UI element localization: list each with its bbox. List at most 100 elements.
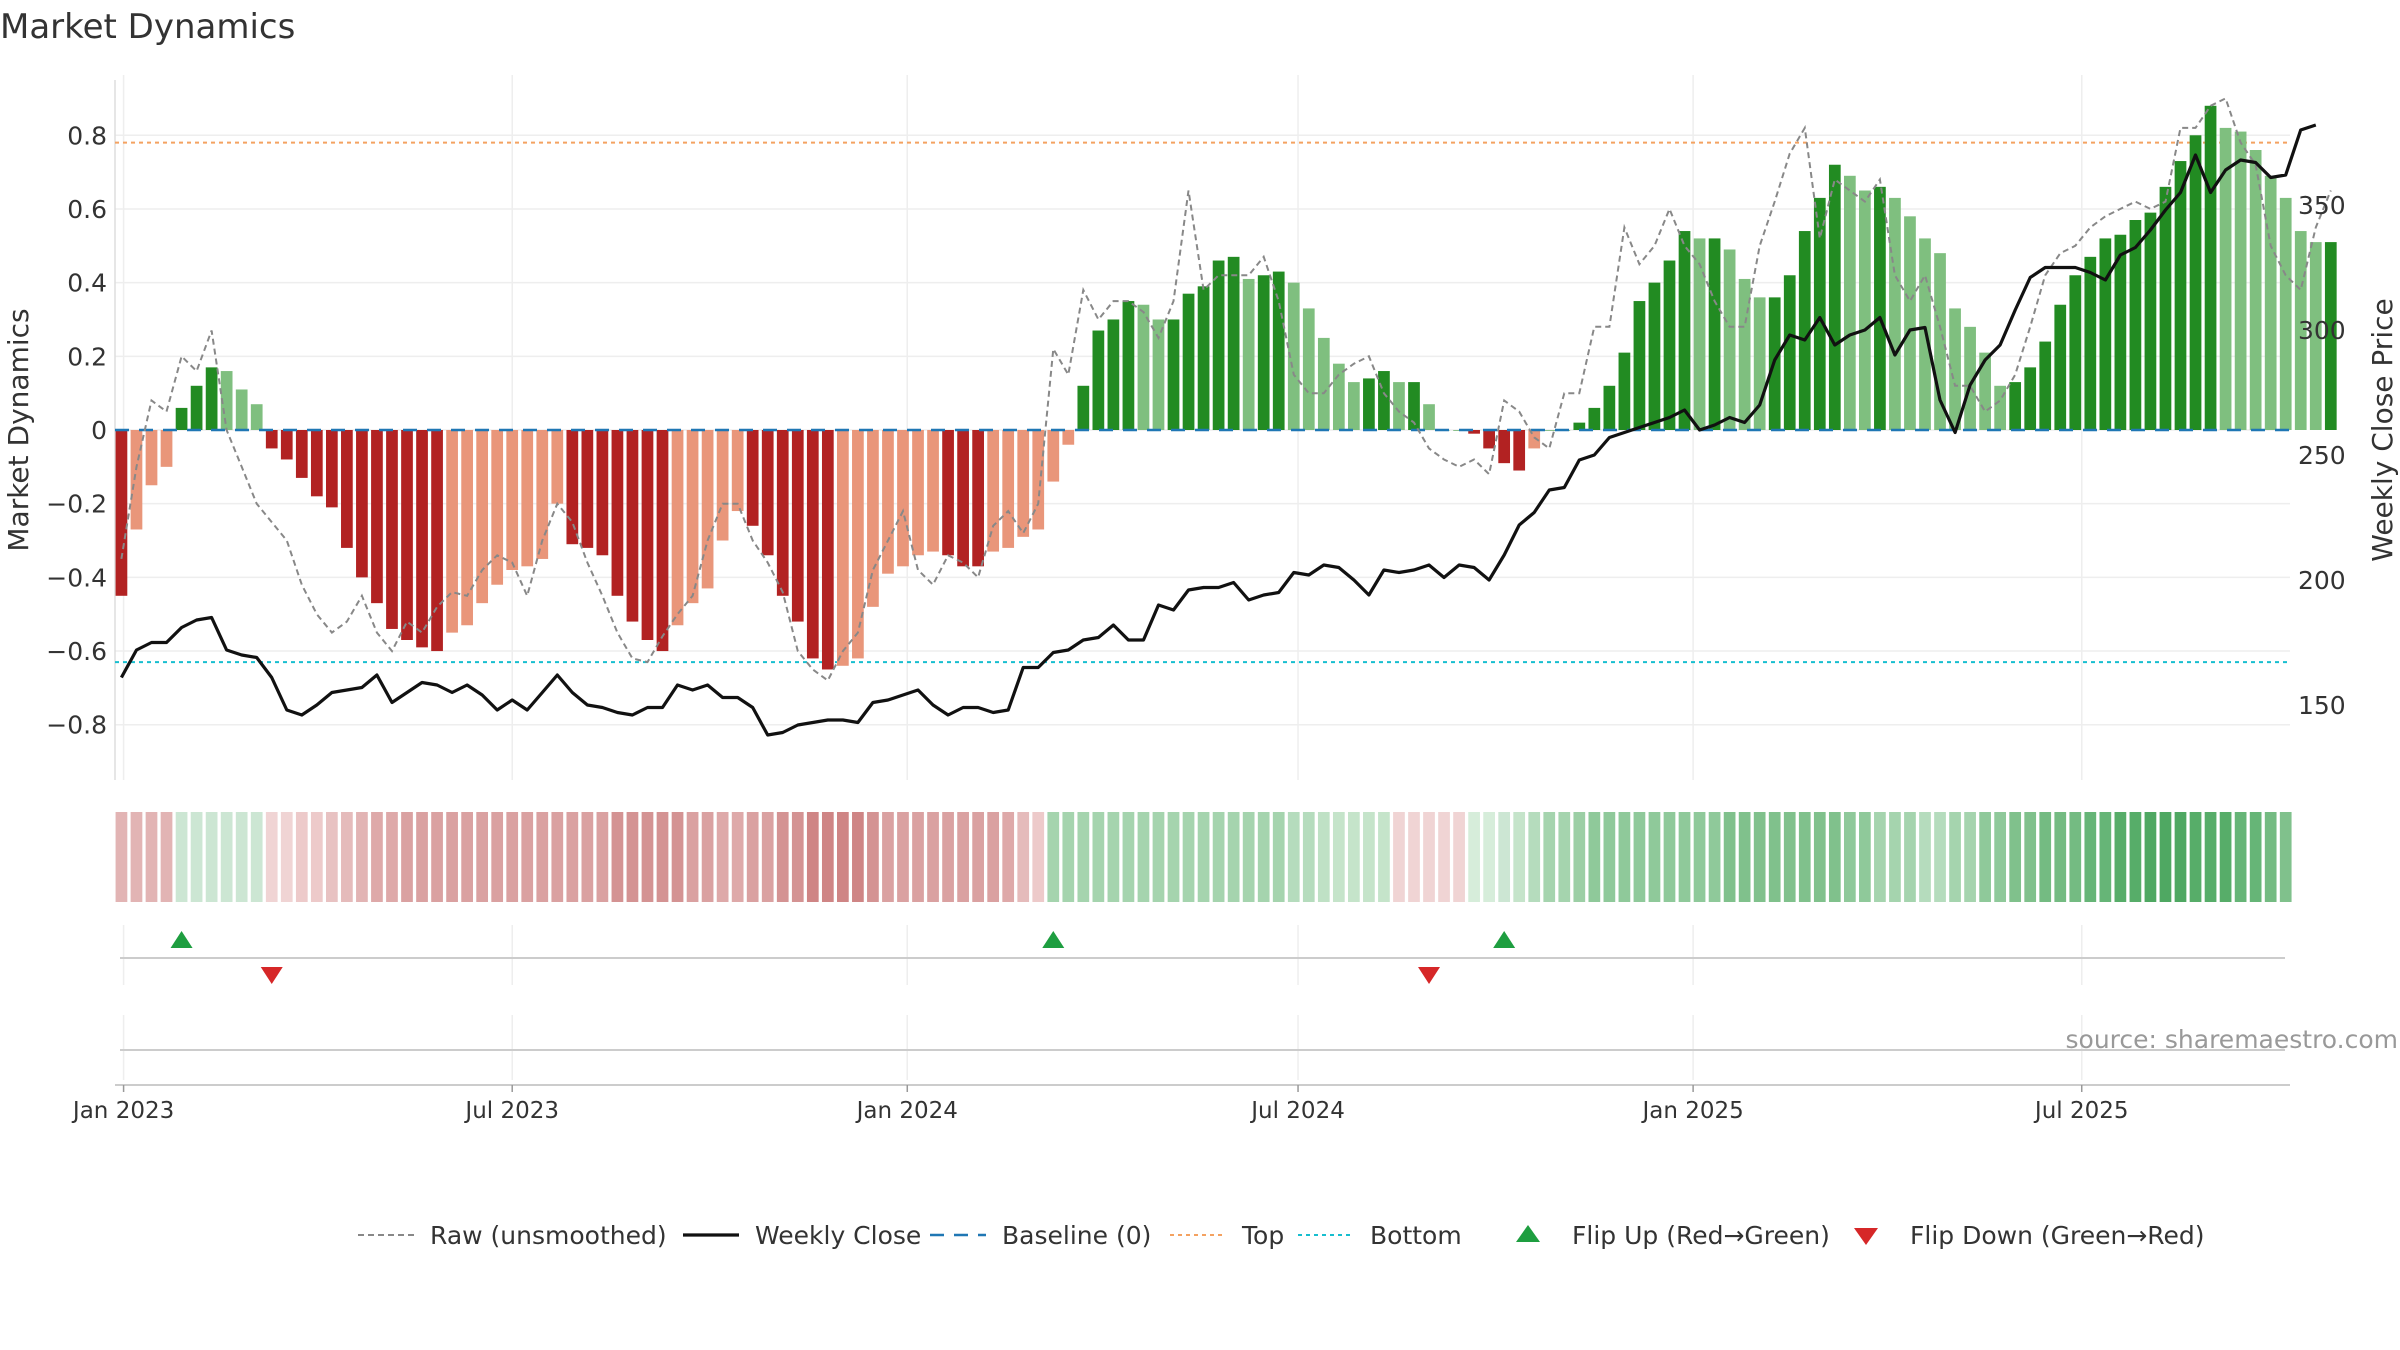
x-tick-label: Jul 2024 xyxy=(1249,1098,1345,1124)
dynamics-bar xyxy=(806,430,819,659)
dynamics-bar xyxy=(1152,319,1165,430)
regime-cell xyxy=(431,812,443,902)
dynamics-bar xyxy=(611,430,624,596)
dynamics-bar xyxy=(972,430,984,567)
regime-cell xyxy=(506,812,519,902)
left-y-tick-label: −0.8 xyxy=(46,711,107,740)
regime-cell xyxy=(1242,812,1255,902)
regime-cell xyxy=(2174,812,2187,902)
regime-cell xyxy=(957,812,969,902)
regime-cell xyxy=(972,812,984,902)
dynamics-bar xyxy=(1889,197,1901,430)
dynamics-bar xyxy=(882,430,894,574)
dynamics-bar xyxy=(1708,238,1721,430)
legend-item: Top xyxy=(1170,1221,1284,1250)
regime-cell xyxy=(1032,812,1045,902)
dynamics-bar xyxy=(1363,378,1375,430)
regime-cell xyxy=(2129,812,2142,902)
dynamics-bar xyxy=(2144,212,2157,430)
regime-cell xyxy=(641,812,654,902)
regime-cell xyxy=(942,812,954,902)
dynamics-bar xyxy=(205,367,218,430)
dynamics-bar xyxy=(280,430,293,460)
dynamics-bar xyxy=(1633,301,1646,430)
dynamics-bar xyxy=(897,430,909,567)
regime-cell xyxy=(280,812,293,902)
legend-item: Raw (unsmoothed) xyxy=(358,1221,667,1250)
dynamics-bar xyxy=(2264,175,2277,430)
regime-cell xyxy=(1438,812,1450,902)
regime-cell xyxy=(1302,812,1315,902)
regime-cell xyxy=(1092,812,1105,902)
regime-cell xyxy=(716,812,729,902)
dynamics-bar xyxy=(1107,319,1120,430)
regime-cell xyxy=(2219,812,2232,902)
regime-cell xyxy=(1633,812,1646,902)
left-y-tick-label: −0.4 xyxy=(46,563,107,592)
legend-label: Raw (unsmoothed) xyxy=(430,1221,667,1250)
dynamics-bar xyxy=(566,430,579,545)
dynamics-bar xyxy=(1828,164,1841,430)
dynamics-bar xyxy=(235,389,248,430)
regime-cell xyxy=(1723,812,1736,902)
regime-cell xyxy=(250,812,263,902)
left-y-tick-label: 0.6 xyxy=(67,195,107,224)
regime-cell xyxy=(2234,812,2247,902)
weekly-close-line xyxy=(119,123,2317,737)
dynamics-bar xyxy=(2249,150,2262,430)
regime-cell xyxy=(671,812,684,902)
regime-cell xyxy=(1768,812,1781,902)
regime-cell xyxy=(1648,812,1661,902)
dynamics-bar xyxy=(2309,242,2322,430)
dynamics-bar xyxy=(1934,253,1946,430)
dynamics-bar xyxy=(776,430,789,596)
legend-label: Top xyxy=(1241,1221,1284,1250)
regime-cell xyxy=(265,812,278,902)
dynamics-bar xyxy=(1979,352,1991,430)
regime-cell xyxy=(325,812,338,902)
dynamics-bars xyxy=(115,105,2337,670)
dynamics-bar xyxy=(2234,131,2247,430)
regime-cell xyxy=(1663,812,1676,902)
dynamics-bar xyxy=(1874,186,1886,430)
regime-cell xyxy=(1498,812,1511,902)
regime-cell xyxy=(1272,812,1285,902)
dynamics-bar xyxy=(671,430,684,626)
dynamics-bar xyxy=(491,430,504,585)
regime-cell xyxy=(1152,812,1165,902)
chart-title: Market Dynamics xyxy=(0,7,295,47)
regime-cell xyxy=(551,812,564,902)
regime-cell xyxy=(1753,812,1766,902)
left-y-axis: −0.8 −0.6 −0.4 −0.2 0 0.2 0.4 0.6 0.8 xyxy=(46,121,107,739)
regime-cell xyxy=(2189,812,2202,902)
dynamics-bar xyxy=(160,430,173,467)
dynamics-bar xyxy=(386,430,398,629)
dynamics-bar xyxy=(446,430,458,633)
dynamics-bar xyxy=(416,430,428,648)
regime-cell xyxy=(341,812,353,902)
dynamics-bar xyxy=(1648,282,1661,430)
regime-cell xyxy=(1287,812,1300,902)
dynamics-bar xyxy=(626,430,639,622)
regime-cell xyxy=(761,812,774,902)
regime-cell xyxy=(1317,812,1330,902)
regime-cell xyxy=(2204,812,2217,902)
dynamics-bar xyxy=(1678,231,1691,430)
regime-cell xyxy=(1423,812,1435,902)
dynamics-bar xyxy=(130,430,143,530)
regime-cell xyxy=(1813,812,1826,902)
dynamics-bar xyxy=(2039,341,2052,430)
dynamics-bar xyxy=(1618,352,1631,430)
regime-cell xyxy=(852,812,864,902)
regime-cell xyxy=(446,812,458,902)
regime-cell xyxy=(1062,812,1075,902)
dynamics-bar xyxy=(1859,190,1871,430)
dynamics-bar xyxy=(401,430,413,640)
legend-item: Flip Down (Green→Red) xyxy=(1854,1221,2205,1250)
regime-cell xyxy=(1889,812,1901,902)
regime-cell xyxy=(1949,812,1961,902)
left-y-tick-label: 0.4 xyxy=(67,269,107,298)
regime-cell xyxy=(1408,812,1420,902)
regime-cell xyxy=(1348,812,1360,902)
